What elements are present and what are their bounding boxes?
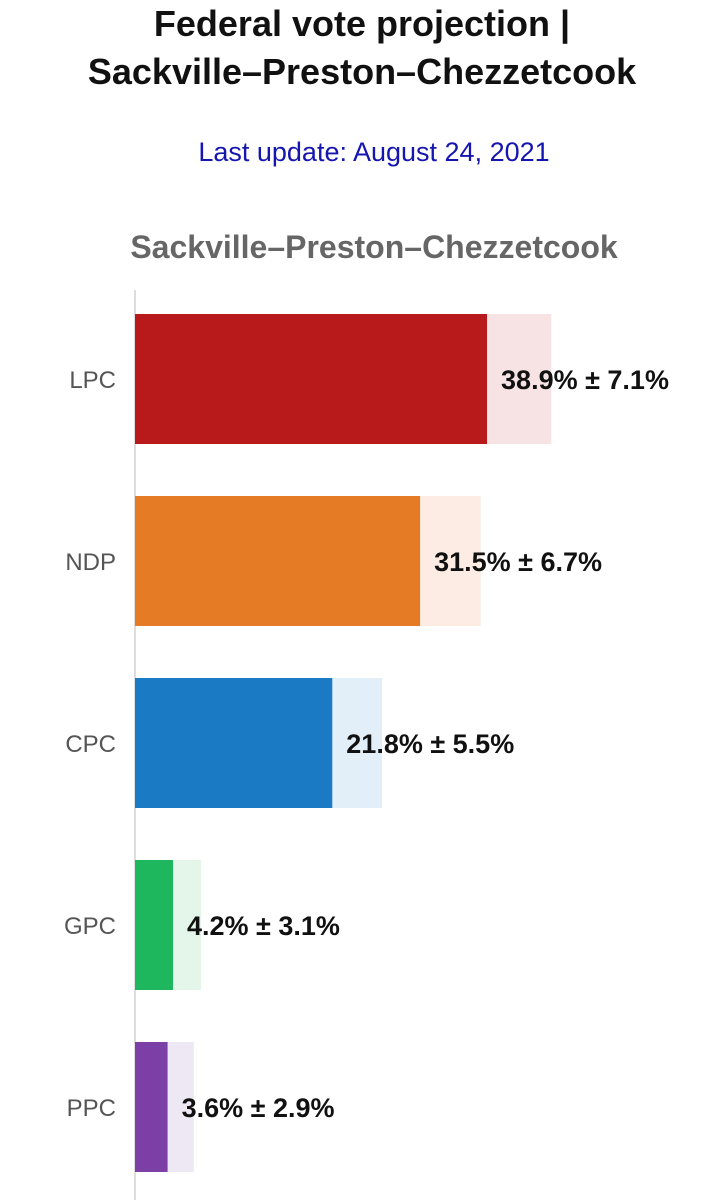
- page-title-line-1: Federal vote projection |: [153, 3, 571, 44]
- page-title-line-2: Sackville–Preston–Chezzetcook: [87, 51, 637, 92]
- page-title: Federal vote projection | Sackville–Pres…: [0, 0, 724, 96]
- value-label-gpc: 4.2% ± 3.1%: [187, 911, 340, 941]
- category-label-ppc: PPC: [67, 1095, 116, 1122]
- category-label-gpc: GPC: [64, 913, 116, 940]
- bars-group: LPC 38.9% ± 7.1% NDP 31.5% ± 6.7% CPC 21.8% ±…: [64, 314, 669, 1172]
- last-update-text: Last update: August 24, 2021: [198, 137, 550, 167]
- bar-gpc: [135, 860, 174, 990]
- value-label-ppc: 3.6% ± 2.9%: [182, 1093, 335, 1123]
- category-label-cpc: CPC: [65, 731, 116, 758]
- bar-lpc: [135, 314, 488, 444]
- bar-cpc: [135, 678, 333, 808]
- value-label-lpc: 38.9% ± 7.1%: [501, 365, 669, 395]
- chart-title: Sackville–Preston–Chezzetcook: [130, 229, 618, 265]
- bar-ppc: [135, 1042, 168, 1172]
- category-label-lpc: LPC: [69, 367, 116, 394]
- category-label-ndp: NDP: [65, 549, 116, 576]
- bar-ndp: [135, 496, 421, 626]
- value-label-ndp: 31.5% ± 6.7%: [434, 547, 602, 577]
- value-label-cpc: 21.8% ± 5.5%: [346, 729, 514, 759]
